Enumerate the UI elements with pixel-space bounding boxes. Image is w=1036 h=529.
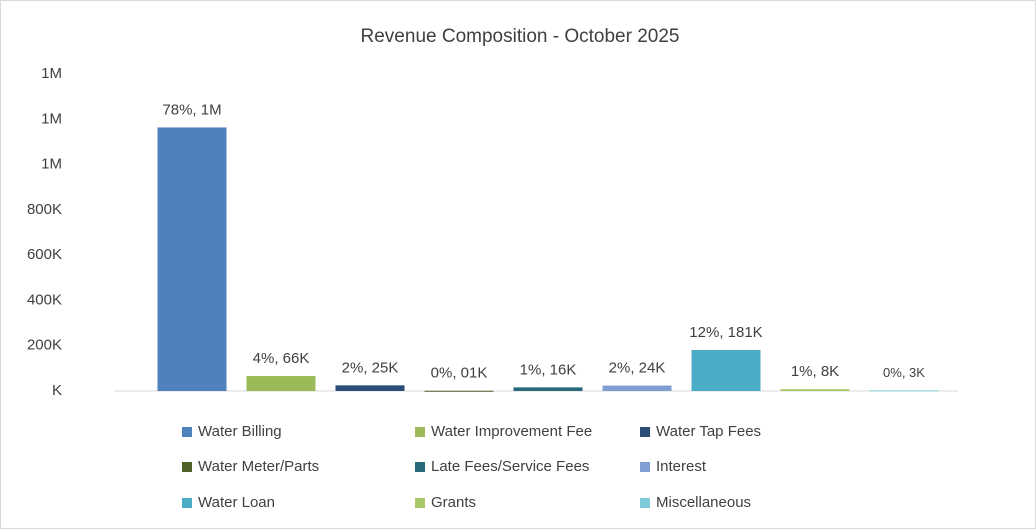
- data-label: 4%, 66K: [253, 350, 310, 367]
- bar: [869, 390, 939, 392]
- y-tick-label: 1M: [41, 65, 62, 82]
- legend-label: Water Meter/Parts: [198, 458, 319, 475]
- y-tick-label: 600K: [27, 246, 62, 263]
- legend-label: Miscellaneous: [656, 494, 751, 511]
- legend-swatch: [182, 462, 192, 472]
- bar: [691, 350, 761, 391]
- legend-label: Water Tap Fees: [656, 423, 761, 440]
- bar: [424, 390, 494, 392]
- y-tick-label: 1M: [41, 156, 62, 173]
- legend-label: Late Fees/Service Fees: [431, 458, 589, 475]
- y-tick-label: 1M: [41, 110, 62, 127]
- data-label: 2%, 25K: [342, 359, 399, 376]
- data-label: 0%, 01K: [431, 365, 488, 382]
- bar: [780, 389, 850, 391]
- bar: [335, 385, 405, 391]
- legend-swatch: [415, 462, 425, 472]
- legend-label: Interest: [656, 458, 707, 475]
- legend-swatch: [640, 462, 650, 472]
- bar: [157, 127, 227, 392]
- legend-swatch: [415, 498, 425, 508]
- bar: [602, 385, 672, 391]
- data-label: 1%, 16K: [520, 361, 577, 378]
- chart-title: Revenue Composition - October 2025: [361, 26, 680, 47]
- bar: [246, 376, 316, 391]
- data-label: 2%, 24K: [609, 360, 666, 377]
- data-label: 12%, 181K: [689, 324, 762, 341]
- legend-swatch: [415, 427, 425, 437]
- legend-label: Water Improvement Fee: [431, 423, 592, 440]
- y-tick-label: 800K: [27, 201, 62, 218]
- legend-swatch: [182, 427, 192, 437]
- y-tick-label: 400K: [27, 291, 62, 308]
- data-label: 0%, 3K: [883, 365, 925, 380]
- bar: [513, 387, 583, 391]
- data-label: 78%, 1M: [162, 101, 221, 118]
- legend-swatch: [640, 427, 650, 437]
- legend-label: Water Billing: [198, 423, 282, 440]
- legend-label: Water Loan: [198, 494, 275, 511]
- data-label: 1%, 8K: [791, 363, 839, 380]
- legend-swatch: [182, 498, 192, 508]
- y-tick-label: K: [52, 382, 62, 399]
- legend-swatch: [640, 498, 650, 508]
- legend-label: Grants: [431, 494, 476, 511]
- y-tick-label: 200K: [27, 337, 62, 354]
